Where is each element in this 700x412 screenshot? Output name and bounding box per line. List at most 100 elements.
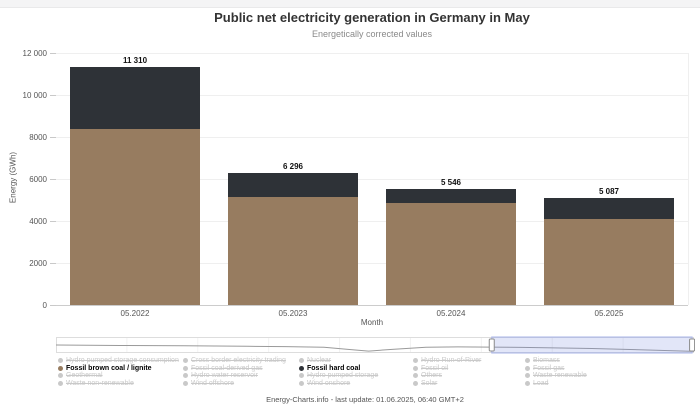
bar-segment[interactable]	[544, 218, 674, 305]
x-axis-title: Month	[360, 318, 384, 327]
legend-dot-icon	[58, 365, 63, 371]
legend-item-label: Load	[533, 379, 549, 387]
legend-item-label: Biomass	[533, 357, 560, 365]
legend-item[interactable]: Fossil hard coal	[299, 365, 378, 373]
y-tick-label: 0	[42, 301, 47, 310]
legend-item-label: Waste non-renewable	[66, 379, 134, 387]
legend-item[interactable]: Waste non-renewable	[58, 380, 179, 388]
range-slider[interactable]	[56, 336, 695, 354]
legend-item-label: Nuclear	[307, 357, 332, 365]
legend-item-label: Fossil brown coal / lignite	[66, 364, 152, 372]
legend-item[interactable]: Hydro pumped storage consumption	[58, 357, 179, 365]
legend-dot-icon	[58, 373, 63, 379]
legend-item[interactable]: Load	[525, 380, 587, 388]
legend-item[interactable]: Waste renewable	[525, 372, 587, 380]
legend-dot-icon	[299, 380, 304, 386]
legend-dot-icon	[183, 358, 188, 364]
legend-dot-icon	[183, 365, 188, 371]
bar-segment[interactable]	[386, 188, 516, 204]
y-gridline	[56, 137, 688, 138]
legend-column: Cross border electricity trading Fossil c…	[183, 357, 286, 387]
y-tick-label: 8000	[29, 133, 47, 142]
bar-total-label: 6 296	[282, 161, 304, 171]
y-tick-mark	[50, 137, 56, 138]
legend-item[interactable]: Nuclear	[299, 357, 378, 365]
legend-item-label: Hydro water reservoir	[191, 372, 258, 380]
navigator-sparkline	[56, 344, 695, 352]
legend-item[interactable]: Fossil gas	[525, 365, 587, 373]
navigator-handle-right[interactable]	[689, 338, 695, 352]
bar-segment[interactable]	[70, 67, 200, 129]
legend-item[interactable]: Hydro water reservoir	[183, 372, 286, 380]
bar-segment[interactable]	[544, 198, 674, 219]
legend-item[interactable]: Biomass	[525, 357, 587, 365]
legend-item-label: Fossil hard coal	[307, 364, 361, 372]
y-tick-mark	[50, 263, 56, 264]
legend-column: Nuclear Fossil hard coal Hydro pumped stor…	[299, 357, 378, 387]
legend-item-label: Geothermal	[66, 372, 103, 380]
y-gridline	[56, 95, 688, 96]
legend-item[interactable]: Fossil brown coal / lignite	[58, 365, 179, 373]
legend-column: Hydro Run-of-River Fossil oil Others Solar	[413, 357, 481, 387]
legend-column: Hydro pumped storage consumption Fossil b…	[58, 357, 179, 387]
legend-column: Biomass Fossil gas Waste renewable Load	[525, 357, 587, 387]
legend-item-label: Others	[421, 372, 443, 380]
legend-item-label: Hydro pumped storage consumption	[66, 357, 179, 365]
legend-dot-icon	[183, 373, 188, 379]
y-tick-mark	[50, 221, 56, 222]
y-tick-label: 12 000	[22, 49, 47, 58]
legend-dot-icon	[525, 358, 530, 364]
y-tick-mark	[50, 53, 56, 54]
chart-title: Public net electricity generation in Ger…	[214, 10, 530, 25]
legend-dot-icon	[525, 365, 530, 371]
legend-item[interactable]: Wind offshore	[183, 380, 286, 388]
plot-right-border	[688, 53, 689, 305]
bar-total-label: 5 546	[440, 177, 462, 187]
legend-item[interactable]: Cross border electricity trading	[183, 357, 286, 365]
bar-segment[interactable]	[228, 172, 358, 197]
legend-item-label: Fossil coal-derived gas	[191, 364, 263, 372]
bar-segment[interactable]	[228, 196, 358, 305]
y-tick-label: 2000	[29, 259, 47, 268]
legend-item[interactable]: Geothermal	[58, 372, 179, 380]
legend-dot-icon	[58, 380, 63, 386]
x-tick-label: 05.2025	[594, 309, 624, 318]
navigator-handle-left[interactable]	[488, 338, 495, 352]
legend-item[interactable]: Fossil oil	[413, 365, 481, 373]
y-tick-label: 10 000	[22, 91, 47, 100]
legend-item-label: Solar	[421, 379, 438, 387]
y-tick-mark	[50, 179, 56, 180]
legend-item-label: Waste renewable	[533, 372, 587, 380]
legend: Hydro pumped storage consumption Fossil b…	[0, 357, 700, 389]
legend-item-label: Wind offshore	[191, 379, 235, 387]
footer-attribution: Energy-Charts.info - last update: 01.06.…	[266, 395, 464, 404]
y-gridline	[56, 53, 688, 54]
x-tick-label: 05.2024	[436, 309, 466, 318]
legend-item[interactable]: Hydro Run-of-River	[413, 357, 481, 365]
legend-item-label: Cross border electricity trading	[191, 357, 286, 365]
bar-segment[interactable]	[386, 203, 516, 305]
legend-dot-icon	[58, 358, 63, 364]
legend-item-label: Fossil oil	[421, 364, 449, 372]
bar-segment[interactable]	[70, 128, 200, 305]
legend-dot-icon	[183, 380, 188, 386]
bar-total-label: 11 310	[122, 56, 148, 66]
y-gridline	[56, 179, 688, 180]
navigator-selection[interactable]	[491, 336, 693, 354]
legend-item[interactable]: Hydro pumped storage	[299, 372, 378, 380]
legend-item[interactable]: Solar	[413, 380, 481, 388]
legend-dot-icon	[413, 365, 418, 371]
legend-dot-icon	[525, 380, 530, 386]
x-tick-label: 05.2023	[278, 309, 308, 318]
legend-dot-icon	[413, 358, 418, 364]
y-tick-label: 6000	[29, 175, 47, 184]
legend-item[interactable]: Fossil coal-derived gas	[183, 365, 286, 373]
x-axis-line	[56, 305, 688, 306]
legend-item[interactable]: Wind onshore	[299, 380, 378, 388]
legend-item[interactable]: Others	[413, 372, 481, 380]
legend-dot-icon	[299, 358, 304, 364]
x-tick-label: 05.2022	[120, 309, 150, 318]
y-gridline	[56, 263, 688, 264]
y-tick-label: 4000	[29, 217, 47, 226]
